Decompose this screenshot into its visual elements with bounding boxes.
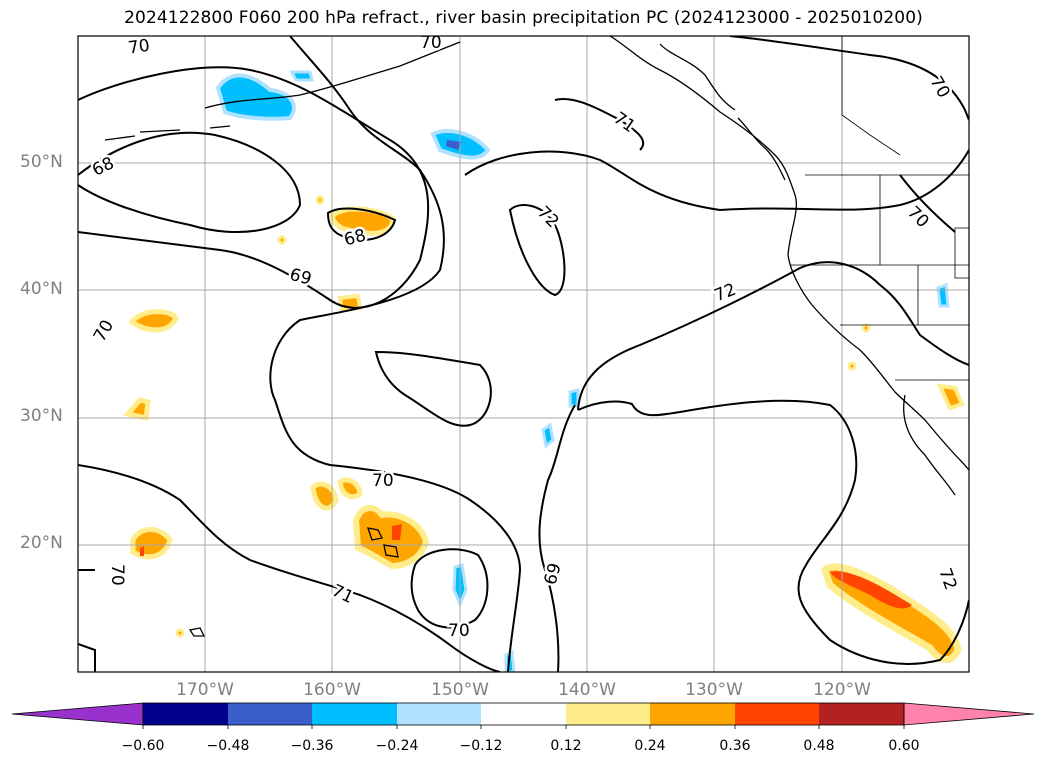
colorbar-segment (228, 703, 312, 725)
colorbar-tick-label: 0.60 (888, 738, 920, 754)
precip-positive-area (310, 481, 339, 511)
contour-70-stub (78, 643, 96, 672)
contour-label: 70 (420, 33, 442, 53)
precip-positive-spot (861, 323, 871, 333)
north-america-coastline (609, 36, 969, 471)
colorbar-extend-left (11, 702, 144, 726)
precip-positive-area (337, 477, 363, 500)
island (188, 627, 206, 637)
lon-label: 140°W (558, 680, 616, 700)
precip-positive-core (830, 571, 912, 609)
bc-coast (737, 117, 786, 181)
gridlines (78, 36, 969, 672)
precip-positive-area (130, 527, 173, 560)
lat-label: 50°N (20, 152, 63, 172)
contour-label: 70 (448, 621, 470, 641)
contour-71-upper (464, 149, 969, 212)
lon-label: 160°W (303, 680, 361, 700)
precip-positive-area (820, 563, 962, 663)
colorbar-tick-label: −0.60 (121, 738, 165, 754)
colorbar-tick-label: 0.12 (550, 738, 582, 754)
contour-70-center (269, 36, 522, 672)
alaska-border (841, 36, 901, 156)
precip-negative-core (446, 140, 462, 150)
precip-positive-spot (315, 195, 325, 205)
precipitation-shading (123, 70, 965, 672)
contour-72-closed (508, 204, 566, 297)
precip-positive-spot (847, 361, 857, 371)
contour-70-inner (374, 350, 492, 427)
colorbar-tick-label: −0.12 (459, 738, 503, 754)
contour-68 (78, 131, 302, 234)
hawaii-island (383, 544, 399, 558)
colorbar-segment (143, 703, 228, 725)
colorbar-segment (735, 703, 819, 725)
colorbar-segment (819, 703, 904, 725)
contour-69-closed (410, 548, 489, 629)
precip-positive-area (128, 309, 179, 333)
lon-label: 130°W (685, 680, 743, 700)
contour-71-top (554, 98, 645, 151)
colorbar-tick-label: −0.36 (290, 738, 334, 754)
contour-70-ne (729, 36, 969, 121)
precip-positive-spot (277, 235, 287, 245)
refractivity-contours (78, 36, 969, 672)
colorbar-segment (481, 703, 566, 725)
contour-70-coast (899, 174, 956, 233)
hawaii-island (367, 527, 383, 541)
colorbar-tick-label: 0.24 (634, 738, 666, 754)
colorbar-segment (397, 703, 481, 725)
baja-california-coastline (903, 394, 956, 496)
colorbar-tick-label: 0.48 (803, 738, 835, 754)
colorbar-tick-label: −0.24 (375, 738, 419, 754)
map-background (78, 36, 969, 672)
precip-negative-area (568, 388, 580, 408)
aleutian-islands (104, 125, 231, 141)
contour-label: 70 (372, 471, 394, 491)
borders (790, 36, 969, 381)
colorbar-segment (312, 703, 397, 725)
precip-negative-area (936, 282, 950, 308)
lat-label: 40°N (20, 279, 63, 299)
precip-positive-area (936, 383, 965, 411)
colorbar-extend-right (903, 702, 1035, 726)
contour-72 (577, 261, 969, 411)
precip-negative-area (215, 73, 296, 121)
colorbar-segment (650, 703, 735, 725)
contour-label: 70 (127, 36, 151, 59)
lat-label: 30°N (20, 406, 63, 426)
lon-label: 170°W (176, 680, 234, 700)
map-title: 2024122800 F060 200 hPa refract., river … (124, 8, 923, 28)
precip-positive-area (352, 505, 430, 570)
contour-70-lower (78, 464, 501, 672)
state-border (954, 227, 969, 279)
lat-label: 20°N (20, 533, 63, 553)
lon-label: 150°W (431, 680, 489, 700)
contour-69 (78, 66, 430, 309)
precip-positive-core (392, 524, 402, 540)
precip-positive-spot (175, 628, 185, 638)
contour-label: 70 (107, 564, 127, 586)
precip-negative-area (289, 70, 314, 82)
alaska-panhandle-coast (659, 43, 736, 111)
coastlines (104, 36, 969, 637)
colorbar-segment (566, 703, 650, 725)
colorbar-tick-label: 0.36 (719, 738, 751, 754)
precip-positive-area (123, 397, 151, 422)
colorbar-outline (142, 702, 905, 726)
contour-68-inner (326, 207, 397, 241)
map-frame (77, 35, 970, 673)
aleutian-coast (204, 41, 461, 109)
contour-72-south (577, 399, 969, 665)
colorbar (11, 702, 1035, 729)
colorbar-tick-label: −0.48 (206, 738, 250, 754)
contour-71-south (538, 404, 576, 672)
precip-negative-area (541, 422, 555, 449)
lon-label: 120°W (813, 680, 871, 700)
precip-positive-core (140, 546, 144, 556)
